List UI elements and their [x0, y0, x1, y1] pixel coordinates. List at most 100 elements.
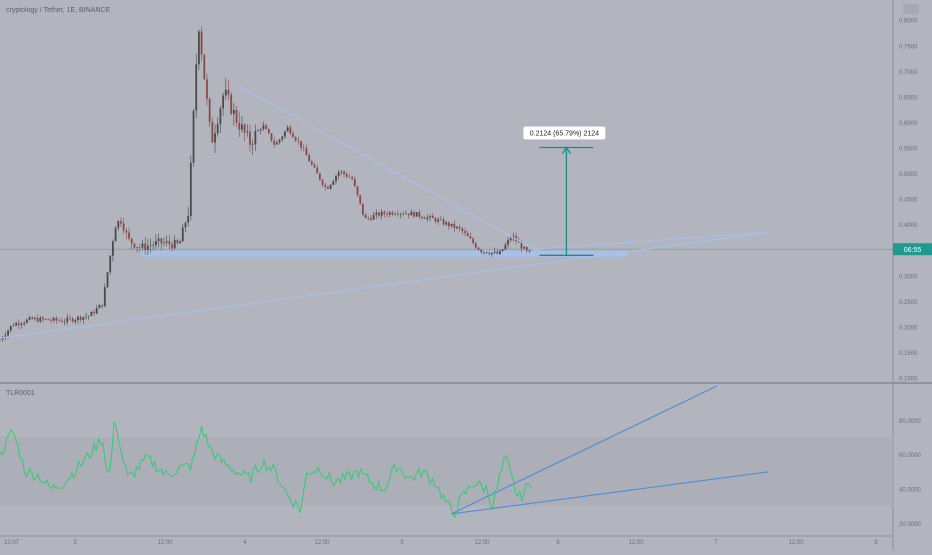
candle — [74, 318, 77, 325]
price-trendline[interactable] — [0, 231, 769, 339]
indicator-trendline[interactable] — [450, 385, 718, 515]
candle — [429, 214, 431, 221]
candle — [179, 239, 181, 244]
price-tick-label: 0.6000 — [899, 121, 918, 127]
candle — [305, 144, 308, 156]
candle — [12, 322, 15, 327]
candle — [431, 213, 434, 219]
candle — [111, 239, 114, 262]
candle — [504, 242, 507, 251]
candle — [4, 331, 7, 341]
candle — [501, 249, 504, 252]
axis-settings-icon[interactable] — [903, 4, 919, 14]
candle — [133, 243, 136, 250]
candle — [316, 164, 319, 174]
price-tick-label: 0.5500 — [899, 147, 918, 153]
candle — [93, 309, 95, 317]
candle — [359, 194, 362, 206]
time-tick-label: 3 — [73, 540, 77, 546]
candle — [39, 315, 42, 323]
candle — [138, 244, 141, 252]
time-tick-label: 7 — [714, 540, 718, 546]
candle — [200, 26, 203, 61]
candle — [324, 182, 327, 191]
candle — [163, 237, 165, 247]
indicator-series-line — [0, 421, 532, 519]
candle — [243, 123, 246, 142]
candle — [50, 317, 52, 324]
candle — [340, 169, 343, 175]
candle — [456, 226, 458, 230]
candle — [361, 203, 364, 217]
indicator-line — [0, 421, 532, 519]
indicator-tick-label: 80.0000 — [899, 419, 921, 425]
candle — [206, 73, 208, 106]
candle — [249, 124, 251, 152]
candle — [281, 135, 284, 142]
candle — [265, 123, 268, 130]
candle — [28, 315, 31, 321]
support-zone[interactable] — [140, 250, 628, 257]
candle — [402, 210, 405, 217]
candle — [257, 128, 259, 132]
candle — [85, 313, 87, 320]
candle — [15, 321, 18, 327]
candle — [286, 125, 289, 132]
candle — [415, 212, 418, 217]
candle — [36, 314, 39, 323]
candle — [523, 245, 526, 249]
price-trendline[interactable] — [534, 231, 769, 250]
candle — [445, 221, 448, 227]
candle — [117, 220, 120, 231]
candle — [450, 223, 453, 228]
candle — [98, 304, 101, 309]
candle — [480, 248, 483, 255]
price-trendline[interactable] — [239, 86, 535, 250]
candle — [176, 238, 179, 245]
candle — [238, 111, 241, 138]
candle — [310, 159, 313, 166]
candle — [267, 127, 270, 135]
candle — [388, 210, 391, 218]
candle — [275, 140, 278, 145]
candle — [426, 214, 429, 222]
candle — [410, 209, 413, 216]
trendlines[interactable] — [0, 86, 769, 515]
candle — [407, 213, 410, 219]
candle — [292, 130, 294, 138]
candle — [289, 125, 292, 136]
candle — [216, 117, 219, 137]
candle — [375, 209, 378, 219]
candle — [380, 208, 383, 220]
price-tick-label: 0.5000 — [899, 172, 918, 178]
candle — [214, 124, 216, 153]
candle — [122, 218, 125, 234]
candle — [370, 214, 372, 222]
candle — [447, 221, 450, 231]
indicator-trendline[interactable] — [451, 471, 769, 515]
candle — [52, 316, 55, 323]
candle — [259, 127, 262, 135]
candle — [198, 29, 200, 71]
axes: 0.8000 0.7500 0.7000 0.6500 0.6000 0.5500 0.50… — [4, 4, 932, 546]
candle — [141, 239, 144, 251]
candle — [251, 139, 254, 156]
candle — [171, 241, 173, 252]
candle — [345, 171, 348, 179]
time-tick-label: 12:00 — [314, 540, 330, 546]
candle — [439, 215, 442, 221]
candle — [332, 179, 335, 186]
candle — [222, 92, 225, 117]
price-tick-label: 0.2000 — [899, 325, 918, 331]
candle — [329, 184, 332, 191]
candle — [165, 235, 168, 247]
candle — [525, 245, 528, 254]
candle — [232, 102, 235, 126]
support-zone-rect[interactable] — [140, 250, 628, 257]
candle — [488, 250, 491, 256]
time-tick-label: 12:00 — [157, 540, 173, 546]
candle — [181, 223, 184, 242]
price-tick-label: 0.1500 — [899, 351, 918, 357]
measure-tool[interactable]: 0.2124 (65.79%) 2124 — [523, 126, 606, 256]
